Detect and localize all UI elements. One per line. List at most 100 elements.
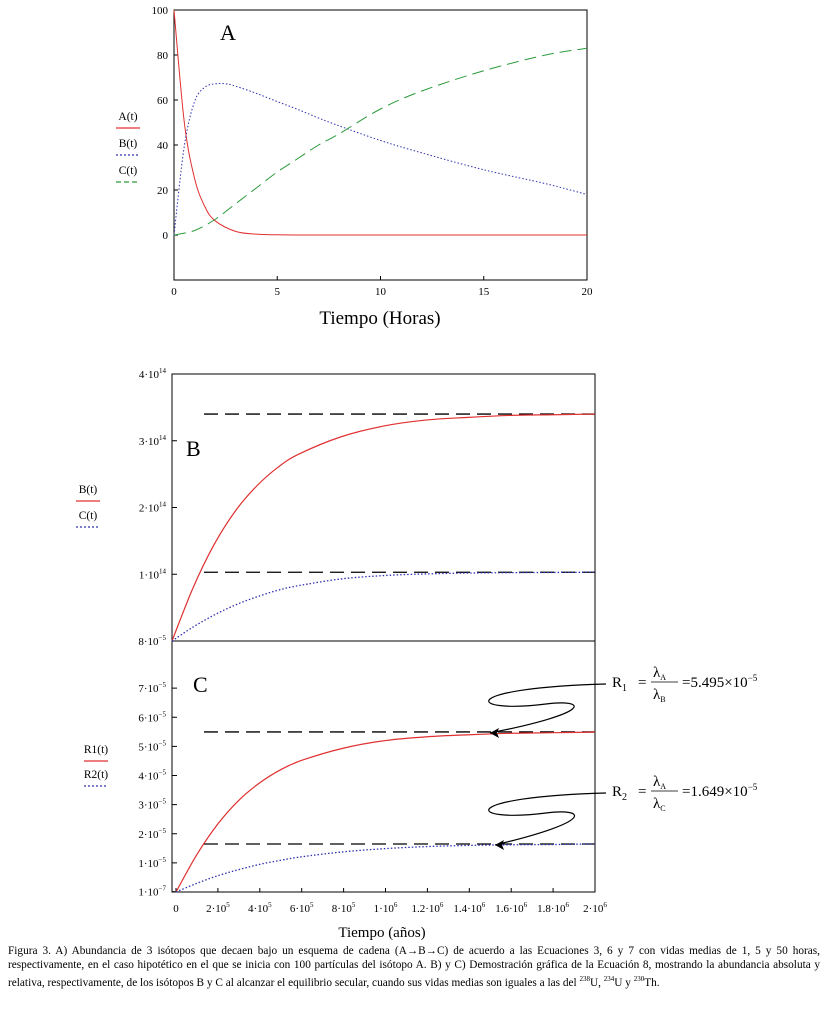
- y-tick-label-mantissa: 1·10: [139, 569, 160, 581]
- y-tick-label: 6·10−5: [138, 710, 166, 724]
- annotation-denominator-symbol: λ: [653, 796, 661, 812]
- y-tick-label-exponent: 14: [159, 501, 167, 509]
- chart-panel-a: 0 20 40 60 80 100 0 5 10 15 20 A Tiempo (Horas) A…: [116, 5, 593, 329]
- y-tick-label-mantissa: 5·10: [138, 741, 159, 753]
- y-tick-label-exponent: −7: [159, 885, 167, 893]
- y-tick-label: 20: [157, 185, 169, 197]
- annotation-numerator-subscript: A: [660, 673, 666, 682]
- series-line-R1(t): [175, 731, 596, 893]
- y-tick-label: 60: [157, 95, 169, 107]
- legend-label: C(t): [119, 165, 138, 177]
- caption-iso1-mass: 238: [579, 975, 590, 983]
- y-tick-label: 4·10−5: [138, 769, 166, 783]
- annotation-denominator: λC: [653, 796, 666, 813]
- x-tick-label-exponent: 6: [524, 901, 528, 909]
- panel-b-legend: B(t) C(t): [76, 484, 100, 528]
- x-tick-label-mantissa: 1.4·10: [453, 903, 482, 915]
- annotation-arrowhead: [495, 839, 504, 850]
- x-tick-label: 8·105: [332, 901, 356, 915]
- y-tick-label-exponent: −5: [159, 681, 167, 689]
- y-tick-label-mantissa: 3·10: [138, 800, 159, 812]
- y-tick-label-mantissa: 3·10: [139, 436, 160, 448]
- x-tick-label: 15: [478, 286, 490, 298]
- annotation-lhs-symbol: R: [612, 784, 622, 800]
- caption-iso3-symbol: Th.: [644, 976, 660, 989]
- x-tick-label: 2·106: [583, 901, 607, 915]
- y-tick-label-mantissa: 7·10: [138, 683, 159, 695]
- panel-c-legend: R1(t) R2(t): [84, 744, 108, 787]
- x-tick-label: 1.8·106: [537, 901, 569, 915]
- series-line-R2(t): [175, 843, 596, 893]
- x-tick-label-mantissa: 2·10: [583, 903, 604, 915]
- x-tick-label: 1.6·106: [495, 901, 527, 915]
- y-tick-label-mantissa: 8·10: [138, 636, 159, 648]
- legend-label: B(t): [79, 484, 98, 496]
- y-tick-label-mantissa: 1·10: [138, 858, 159, 870]
- y-tick-label: 8·10−5: [138, 634, 166, 648]
- x-tick-label-exponent: 5: [268, 901, 272, 909]
- annotation-numerator-subscript: A: [660, 782, 666, 791]
- x-tick-label-exponent: 6: [603, 901, 607, 909]
- caption-iso2-symbol: U y: [614, 976, 634, 989]
- annotation-value-exponent: −5: [748, 673, 758, 683]
- y-tick-label: 4·1014: [139, 367, 167, 381]
- x-tick-label-mantissa: 8·10: [332, 903, 353, 915]
- panel-a-y-ticks: 0 20 40 60 80 100: [152, 5, 178, 242]
- panel-a-x-ticks: 0 5 10 15 20: [171, 276, 593, 298]
- annotation-value-equals: =: [682, 675, 690, 691]
- y-tick-label: 2·10−5: [138, 827, 166, 841]
- y-tick-label-mantissa: 4·10: [138, 771, 159, 783]
- caption-text: Figura 3. A) Abundancia de 3 isótopos qu…: [8, 945, 820, 989]
- series-line-C(t): [173, 47, 588, 236]
- series-line-B(t): [173, 82, 588, 236]
- legend-label: A(t): [118, 111, 137, 123]
- y-tick-label-mantissa: 2·10: [138, 829, 159, 841]
- y-tick-label-exponent: −5: [159, 710, 167, 718]
- annotation-value: =1.649×10−5: [682, 782, 758, 800]
- y-tick-label-exponent: 14: [159, 567, 167, 575]
- caption-iso1-symbol: U,: [589, 976, 604, 989]
- annotation-lhs: R2: [612, 784, 627, 803]
- y-tick-label-exponent: −5: [159, 798, 167, 806]
- panel-a-label: A: [220, 20, 236, 45]
- y-tick-label-exponent: 14: [159, 367, 167, 375]
- legend-label: R2(t): [84, 769, 108, 781]
- caption-iso2-mass: 234: [603, 975, 615, 983]
- y-tick-label: 1·10−5: [138, 856, 166, 870]
- y-tick-label-exponent: −5: [159, 769, 167, 777]
- panel-c-x-ticks: 0 2·105 4·105 6·105 8·105 1·106 1.2·106 1.4·106…: [173, 888, 607, 915]
- y-tick-label: 1·10−7: [138, 885, 166, 899]
- annotation-value-mantissa: 1.649×10: [690, 784, 747, 800]
- y-tick-label-exponent: 14: [159, 434, 167, 442]
- annotation-lhs-symbol: R: [612, 675, 622, 691]
- x-tick-label-mantissa: 1·10: [374, 903, 395, 915]
- x-tick-label-mantissa: 1.8·10: [537, 903, 566, 915]
- annotation-arrow: [488, 792, 607, 846]
- x-tick-label: 6·105: [290, 901, 314, 915]
- panel-b-label: B: [186, 436, 201, 461]
- x-tick-label-exponent: 5: [352, 901, 356, 909]
- x-tick-label: 4·105: [248, 901, 272, 915]
- x-tick-label: 0: [171, 286, 177, 298]
- y-tick-label: 40: [157, 140, 169, 152]
- annotation-numerator: λA: [653, 665, 666, 682]
- annotation-equals: =: [638, 675, 646, 691]
- series-line-B(t): [171, 413, 596, 642]
- x-tick-label-mantissa: 1.6·10: [495, 903, 524, 915]
- annotation-value-equals: =: [682, 784, 690, 800]
- panel-c-series: [175, 731, 596, 893]
- panel-c-x-axis-label: Tiempo (años): [338, 925, 425, 941]
- y-tick-label: 3·10−5: [138, 798, 166, 812]
- annotation-denominator-subscript: C: [660, 804, 665, 813]
- x-tick-label-exponent: 5: [226, 901, 230, 909]
- y-tick-label-exponent: −5: [159, 856, 167, 864]
- y-tick-label: 1·1014: [139, 567, 167, 581]
- y-tick-label-exponent: −5: [159, 739, 167, 747]
- x-tick-label-mantissa: 0: [173, 903, 179, 915]
- x-tick-label: 1·106: [374, 901, 398, 915]
- annotation-numerator-symbol: λ: [653, 774, 661, 790]
- x-tick-label-exponent: 6: [566, 901, 570, 909]
